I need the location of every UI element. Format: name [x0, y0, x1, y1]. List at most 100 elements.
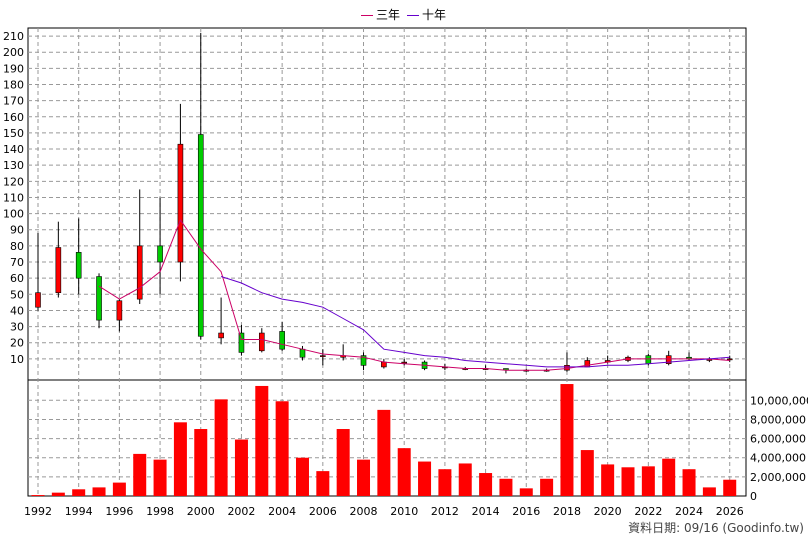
volume-bar: [194, 429, 208, 496]
year-tick-label: 1992: [24, 505, 52, 518]
candle-body: [258, 332, 265, 352]
candle-body: [75, 252, 82, 279]
volume-bar: [336, 429, 350, 496]
legend-item-ten-year: 十年: [407, 6, 446, 23]
volume-tick-label: 0: [750, 490, 757, 503]
candle-body: [177, 143, 184, 263]
price-tick-label: 130: [3, 159, 24, 172]
chart-legend: 三年 十年: [0, 6, 808, 24]
price-tick-label: 210: [3, 30, 24, 43]
volume-bar: [255, 385, 269, 496]
volume-bar: [519, 488, 533, 496]
legend-item-three-year: 三年: [361, 6, 400, 23]
candle-body: [320, 355, 326, 357]
price-tick-label: 40: [10, 304, 24, 317]
year-tick-label: 2008: [350, 505, 378, 518]
year-tick-label: 1994: [65, 505, 93, 518]
candle-body: [136, 245, 143, 300]
volume-bar: [397, 448, 411, 496]
price-tick-label: 140: [3, 143, 24, 156]
candle-body: [157, 245, 163, 263]
year-tick-label: 2002: [227, 505, 255, 518]
volume-bar: [723, 479, 737, 496]
price-tick-label: 200: [3, 46, 24, 59]
year-tick-label: 2010: [390, 505, 418, 518]
price-tick-label: 150: [3, 127, 24, 140]
volume-bar: [153, 459, 167, 496]
candle-body: [726, 358, 733, 361]
year-tick-label: 2014: [472, 505, 500, 518]
volume-bar: [580, 450, 594, 496]
volume-bar: [133, 453, 147, 496]
candle-body: [665, 355, 672, 365]
year-tick-label: 1996: [105, 505, 133, 518]
volume-bar: [377, 409, 391, 496]
year-tick-label: 2020: [594, 505, 622, 518]
volume-tick-label: 2,000,000: [750, 471, 806, 484]
volume-bar: [621, 467, 635, 496]
candle-body: [197, 134, 204, 337]
volume-bar: [499, 478, 513, 496]
price-tick-label: 30: [10, 321, 24, 334]
price-tick-label: 60: [10, 272, 24, 285]
year-tick-label: 2018: [553, 505, 581, 518]
volume-bar: [234, 439, 248, 496]
candle-body: [381, 361, 387, 368]
year-tick-label: 2012: [431, 505, 459, 518]
legend-swatch-three-year: [361, 15, 373, 16]
price-tick-label: 190: [3, 62, 24, 75]
candle-body: [55, 247, 62, 293]
volume-bar: [173, 422, 187, 496]
candle-body: [35, 292, 41, 308]
candle-body: [116, 300, 123, 321]
volume-bar: [51, 492, 65, 496]
volume-bar: [92, 487, 106, 496]
volume-bar: [438, 469, 452, 496]
year-tick-label: 2006: [309, 505, 337, 518]
ma-line: [220, 276, 730, 368]
source-note: 資料日期: 09/16 (Goodinfo.tw): [628, 521, 804, 535]
price-tick-label: 20: [10, 337, 24, 350]
volume-tick-label: 4,000,000: [750, 452, 806, 465]
volume-bar: [540, 478, 554, 496]
price-tick-label: 50: [10, 288, 24, 301]
volume-bar: [357, 459, 371, 496]
volume-bar: [601, 464, 615, 496]
candle-body: [96, 276, 102, 321]
candle-body: [299, 348, 306, 358]
candle-body: [238, 332, 245, 353]
year-tick-label: 2022: [634, 505, 662, 518]
price-tick-label: 70: [10, 256, 24, 269]
volume-bar: [479, 473, 493, 496]
volume-bar: [418, 461, 432, 496]
price-tick-label: 80: [10, 240, 24, 253]
year-tick-label: 2000: [187, 505, 215, 518]
volume-bar: [112, 482, 126, 496]
volume-bar: [560, 384, 574, 496]
volume-bar: [295, 457, 309, 496]
volume-bar: [662, 458, 676, 496]
volume-bar: [458, 463, 472, 496]
price-tick-label: 100: [3, 208, 24, 221]
price-tick-label: 170: [3, 95, 24, 108]
volume-bar: [316, 471, 330, 496]
legend-swatch-ten-year: [407, 15, 419, 16]
volume-bar: [275, 401, 289, 496]
volume-bar: [702, 487, 716, 496]
price-tick-label: 110: [3, 191, 24, 204]
volume-bar: [214, 399, 228, 496]
candle-body: [218, 332, 224, 339]
price-tick-label: 180: [3, 78, 24, 91]
year-tick-label: 2016: [512, 505, 540, 518]
legend-label-ten-year: 十年: [422, 8, 447, 22]
volume-bar: [72, 489, 86, 496]
year-tick-label: 1998: [146, 505, 174, 518]
price-tick-label: 120: [3, 175, 24, 188]
volume-bar: [682, 469, 696, 496]
volume-tick-label: 8,000,000: [750, 413, 806, 426]
candle-body: [645, 355, 652, 365]
year-tick-label: 2024: [675, 505, 703, 518]
candle-body: [360, 355, 367, 366]
year-tick-label: 2026: [716, 505, 744, 518]
